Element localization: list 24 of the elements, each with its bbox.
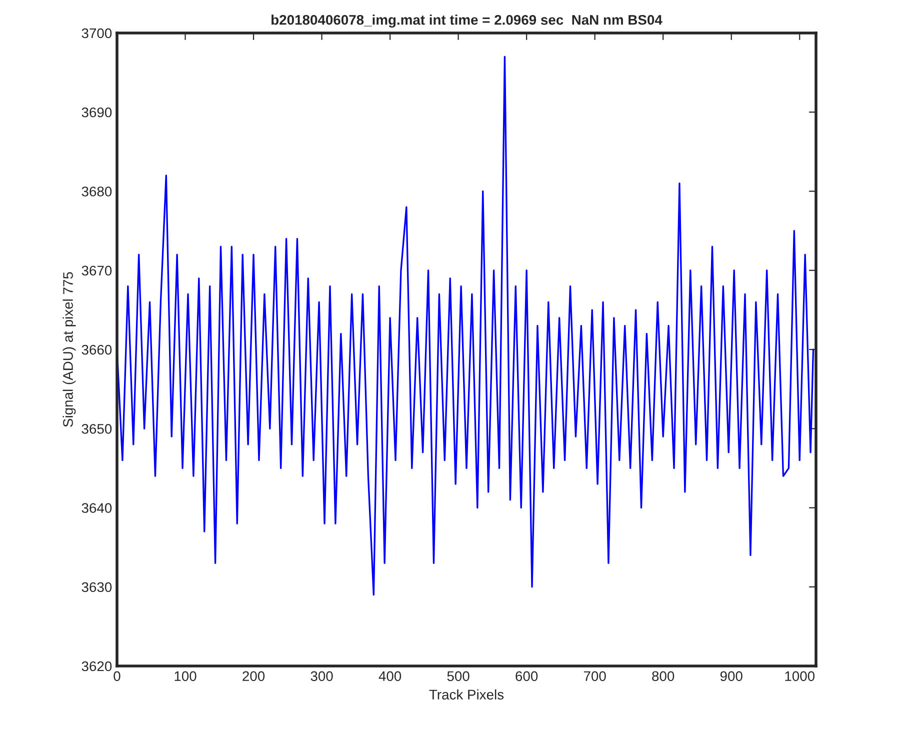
x-tick-label: 1000 [785, 671, 815, 682]
y-tick-label: 3630 [82, 582, 112, 592]
y-tick-label: 3650 [82, 424, 112, 434]
x-tick-label: 900 [720, 671, 742, 682]
x-tick-label: 500 [447, 671, 470, 682]
y-tick-label: 3640 [82, 503, 112, 513]
y-axis-title: Signal (ADU) at pixel 775 [62, 272, 76, 427]
x-axis-title: Track Pixels [429, 689, 504, 700]
y-tick-label: 3660 [82, 344, 112, 355]
y-tick-label: 3700 [82, 28, 112, 38]
y-tick-label: 3620 [82, 661, 112, 672]
line-series [117, 56, 814, 596]
y-tick-label: 3690 [82, 107, 112, 118]
x-tick-label: 700 [584, 671, 606, 682]
y-tick-label: 3670 [82, 266, 112, 276]
x-tick-label: 200 [242, 671, 265, 682]
x-tick-label: 400 [378, 671, 402, 682]
x-tick-label: 0 [114, 671, 120, 682]
x-tick-label: 100 [174, 671, 196, 682]
x-tick-label: 800 [652, 671, 674, 682]
chart-title: b20180406078_img.mat int time = 2.0969 sec NaN nm BS04 [272, 14, 662, 28]
x-tick-label: 600 [516, 671, 538, 682]
x-tick-label: 300 [310, 671, 333, 682]
y-tick-label: 3680 [82, 186, 112, 196]
